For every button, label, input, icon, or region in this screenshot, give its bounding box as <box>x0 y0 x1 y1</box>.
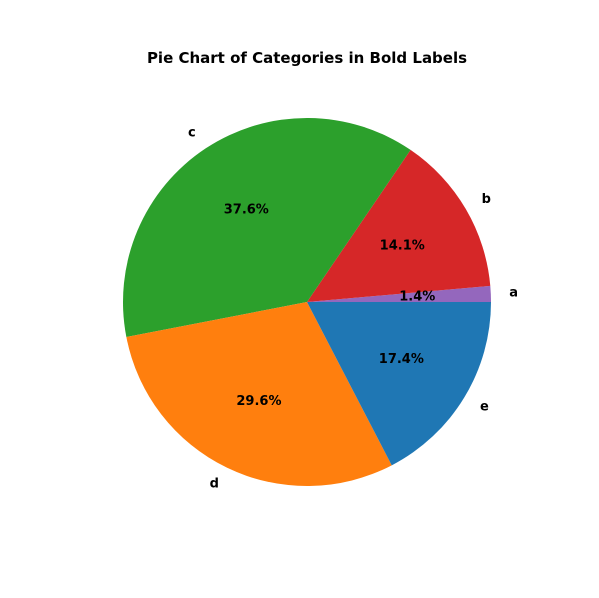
percent-label-c: 37.6% <box>224 202 269 217</box>
pie-slice-d <box>126 302 392 487</box>
category-labels: a b c d e <box>188 125 518 491</box>
percent-label-d: 29.6% <box>236 394 281 409</box>
pie-slices <box>122 117 491 487</box>
category-label-d: d <box>210 477 219 492</box>
pie-slice-b <box>307 149 491 302</box>
category-label-e: e <box>480 400 489 415</box>
category-label-b: b <box>482 192 491 207</box>
chart-title: Pie Chart of Categories in Bold Labels <box>147 49 467 67</box>
pie-slice-e <box>307 302 491 466</box>
percent-label-b: 14.1% <box>380 239 425 254</box>
percent-labels: 1.4% 14.1% 37.6% 29.6% 17.4% <box>224 202 436 409</box>
category-label-a: a <box>509 286 518 301</box>
pie-slice-a <box>307 285 491 302</box>
category-label-c: c <box>188 125 196 140</box>
percent-label-a: 1.4% <box>399 290 435 305</box>
pie-slice-c <box>122 117 411 338</box>
percent-label-e: 17.4% <box>379 352 424 367</box>
